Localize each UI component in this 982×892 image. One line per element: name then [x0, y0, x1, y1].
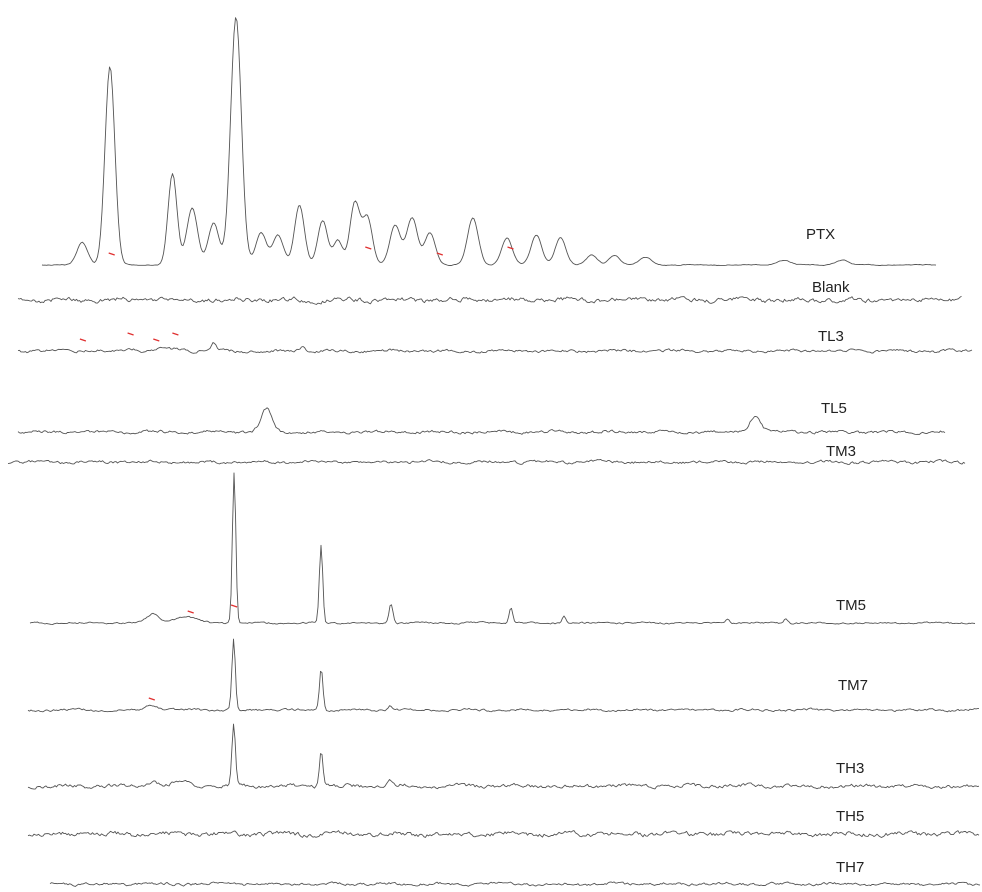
integration-marker [230, 604, 238, 608]
trace-label-blank: Blank [812, 279, 850, 296]
trace-label-ptx: PTX [806, 226, 835, 243]
integration-marker [365, 246, 372, 250]
trace-th3 [27, 723, 980, 790]
trace-th5 [27, 830, 980, 838]
integration-marker [436, 252, 444, 256]
integration-marker [153, 338, 160, 342]
integration-marker [148, 697, 156, 701]
integration-marker [172, 332, 179, 336]
trace-label-tm3: TM3 [826, 443, 856, 460]
trace-label-tm5: TM5 [836, 597, 866, 614]
integration-marker [108, 252, 115, 256]
integration-marker [79, 338, 87, 342]
trace-tm7 [27, 638, 979, 713]
trace-tl5 [17, 407, 946, 435]
trace-tl3 [17, 342, 973, 354]
trace-label-tl3: TL3 [818, 328, 844, 345]
trace-label-group: PTX Blank TL3 TL5 TM3 TM5 TM7 TH3 TH5 TH7 [806, 226, 868, 876]
trace-label-th5: TH5 [836, 808, 864, 825]
trace-ptx [41, 17, 937, 266]
trace-label-tm7: TM7 [838, 677, 868, 694]
trace-label-tl5: TL5 [821, 400, 847, 417]
trace-group [7, 17, 981, 887]
trace-th7 [49, 881, 981, 887]
trace-blank [17, 295, 962, 305]
integration-marker [187, 610, 194, 614]
trace-label-th7: TH7 [836, 859, 864, 876]
trace-tm3 [7, 458, 966, 465]
integration-marker [127, 332, 134, 336]
trace-label-th3: TH3 [836, 760, 864, 777]
trace-tm5 [29, 472, 976, 626]
integration-marker [507, 246, 514, 250]
